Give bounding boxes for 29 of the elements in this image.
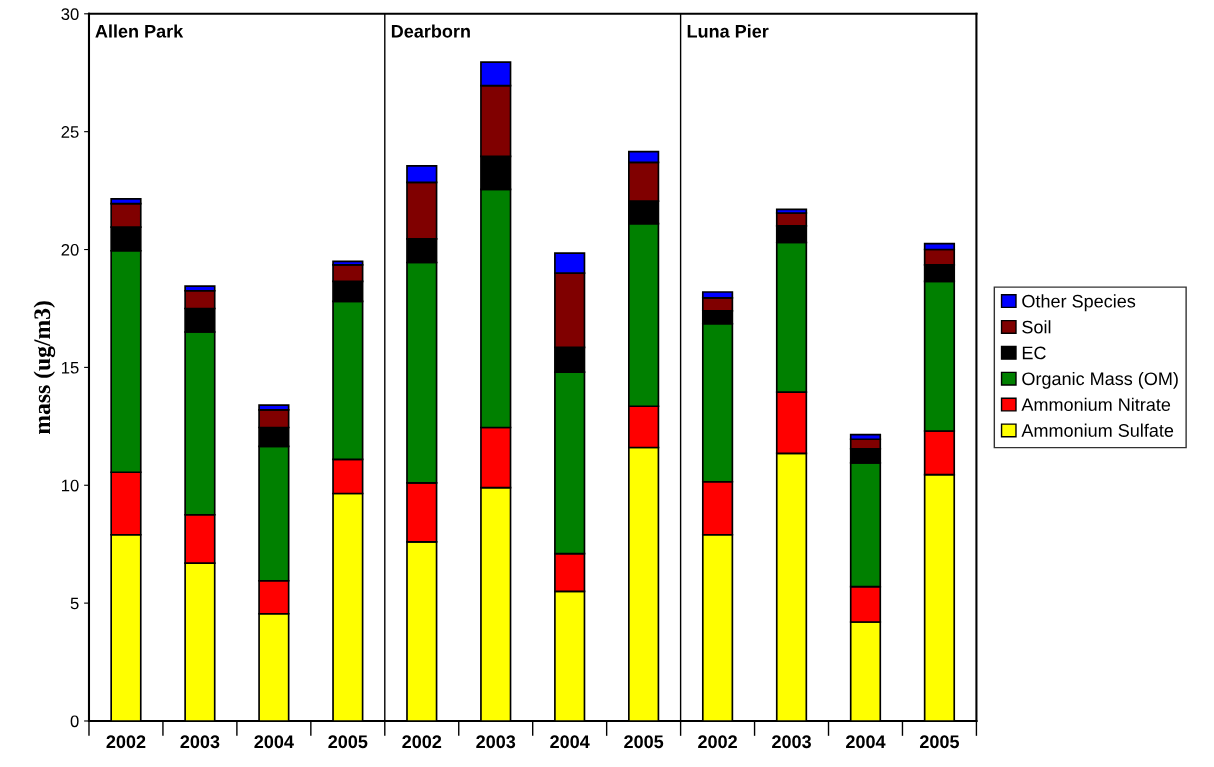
legend-label: EC (1022, 346, 1046, 360)
x-tick-label: 2002 (106, 735, 146, 749)
y-tick-label: 5 (70, 597, 79, 610)
y-tick-label: 25 (61, 126, 79, 138)
annotation: Allen Park (95, 24, 184, 38)
x-tick-label: 2003 (180, 735, 220, 749)
y-tick-label: 0 (70, 715, 79, 728)
x-tick-label: 2005 (328, 735, 368, 749)
annotation: Luna Pier (687, 24, 769, 38)
annotation: Dearborn (391, 24, 470, 38)
y-tick-label: 30 (61, 8, 79, 21)
x-tick-label: 2005 (624, 735, 664, 749)
x-tick-label: 2003 (772, 735, 811, 749)
x-tick-label: 2003 (476, 735, 516, 749)
y-tick-label: 20 (61, 243, 79, 256)
y-tick-label: 15 (62, 361, 79, 374)
y-tick-label: 10 (62, 479, 79, 492)
legend-label: Other Species (1022, 294, 1136, 312)
x-tick-label: 2004 (846, 735, 886, 749)
legend-label: Ammonium Nitrate (1021, 397, 1171, 412)
x-tick-label: 2004 (254, 735, 294, 749)
x-tick-label: 2005 (919, 735, 960, 749)
x-tick-label: 2002 (402, 735, 442, 749)
x-tick-label: 2004 (550, 735, 590, 749)
legend-label: Ammonium Sulfate (1021, 423, 1174, 437)
y-axis-title: mass (ug/m3) (33, 301, 56, 434)
legend-label: Organic Mass (OM) (1022, 371, 1178, 389)
x-tick-label: 2002 (698, 735, 737, 749)
legend-label: Soil (1022, 320, 1051, 334)
